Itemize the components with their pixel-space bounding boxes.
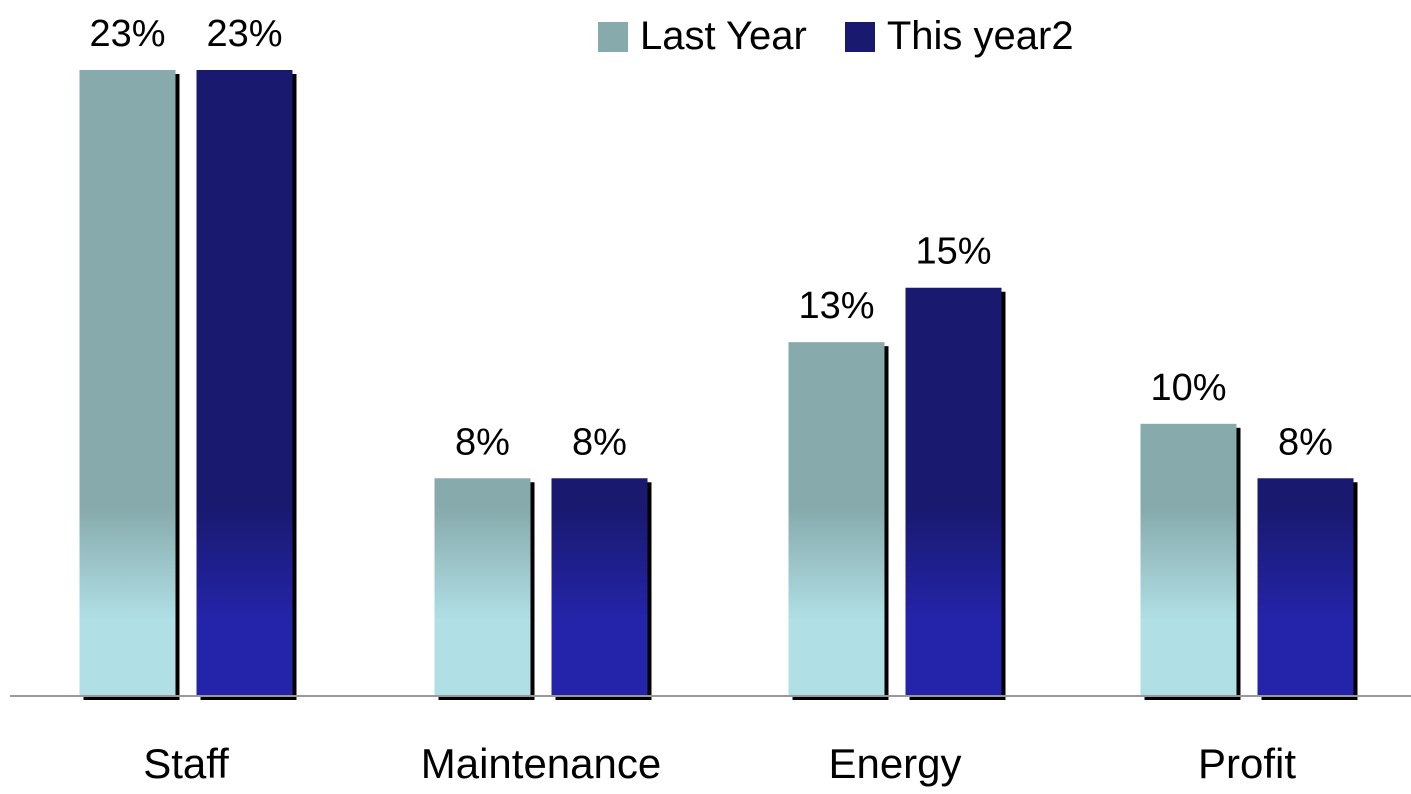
category-labels: Staff Maintenance Energy Profit: [143, 740, 1296, 787]
data-labels: 23% 23% 8% 8% 13% 15% 10% 8%: [89, 13, 1332, 463]
category-label-maintenance: Maintenance: [421, 740, 662, 787]
data-label-maintenance-this-year: 8%: [572, 421, 627, 463]
bar-profit-this-year: [1257, 478, 1354, 696]
bar-profit-last-year: [1140, 423, 1237, 696]
legend: Last Year This year2: [598, 14, 1112, 59]
legend-item-this-year: This year2: [844, 14, 1074, 59]
data-label-staff-this-year: 23%: [206, 13, 282, 55]
legend-label-this-year: This year2: [886, 14, 1074, 58]
category-label-energy: Energy: [828, 740, 961, 787]
bar-maintenance-last-year: [434, 478, 531, 696]
bars: [79, 70, 1354, 696]
legend-swatch-last-year: [598, 21, 628, 52]
legend-item-last-year: Last Year: [598, 14, 807, 59]
legend-label-last-year: Last Year: [640, 14, 807, 58]
bar-staff-this-year: [196, 70, 293, 696]
bar-energy-this-year: [905, 287, 1002, 696]
data-label-profit-last-year: 10%: [1150, 367, 1226, 409]
data-label-energy-this-year: 15%: [915, 231, 991, 273]
data-label-energy-last-year: 13%: [798, 285, 874, 327]
category-label-staff: Staff: [143, 740, 229, 787]
bar-staff-last-year: [79, 70, 176, 696]
data-label-profit-this-year: 8%: [1278, 421, 1333, 463]
bar-energy-last-year: [788, 342, 885, 696]
data-label-staff-last-year: 23%: [89, 13, 165, 55]
bar-maintenance-this-year: [551, 478, 648, 696]
category-label-profit: Profit: [1198, 740, 1296, 787]
legend-swatch-this-year: [844, 21, 875, 52]
data-label-maintenance-last-year: 8%: [455, 421, 510, 463]
